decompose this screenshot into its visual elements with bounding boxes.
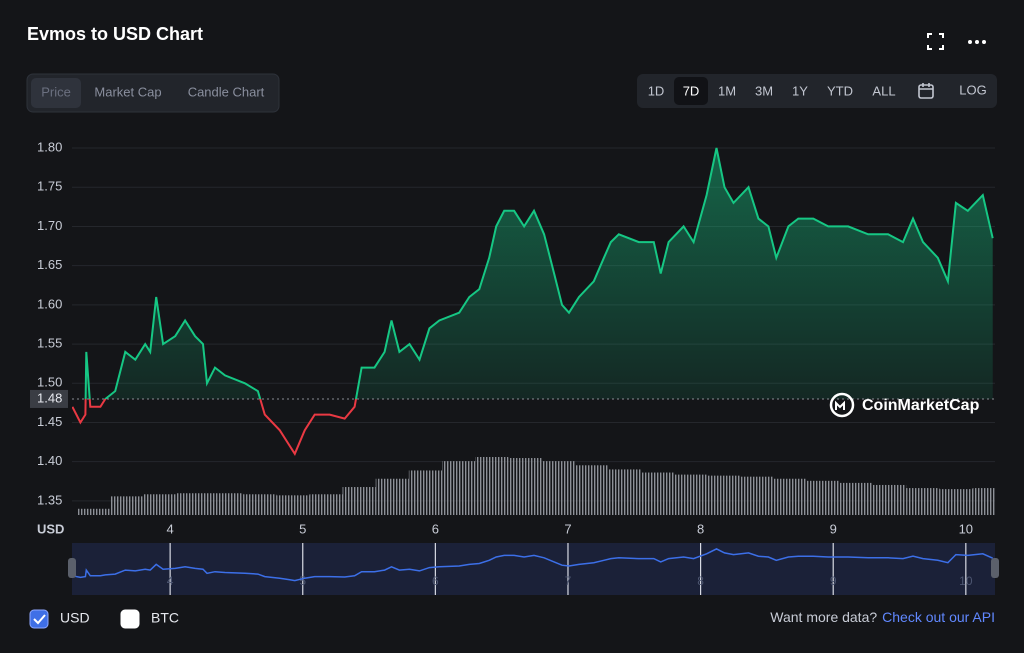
range-button[interactable]: YTD	[827, 83, 853, 98]
volume-bar	[773, 478, 807, 515]
volume-bar	[276, 495, 310, 515]
volume-bar	[77, 508, 111, 515]
x-tick-label: 9	[830, 521, 837, 536]
calendar-icon[interactable]	[918, 83, 934, 99]
tab-group	[26, 73, 280, 113]
api-link[interactable]: Check out our API	[882, 609, 995, 625]
range-button[interactable]: 7D	[683, 83, 700, 98]
checkmark	[33, 614, 46, 625]
x-tick-label: 6	[432, 521, 439, 536]
volume-bar	[607, 469, 641, 515]
volume-bar	[972, 488, 995, 515]
calendar-body	[918, 84, 934, 99]
chart-title: Evmos to USD Chart	[27, 24, 203, 44]
x-tick-label: 7	[564, 521, 571, 536]
baseline-label: 1.48	[37, 390, 62, 405]
volume-bar	[872, 484, 907, 515]
volume-bar	[441, 461, 476, 515]
range-button[interactable]: ALL	[872, 83, 895, 98]
footer-prompt: Want more data?	[770, 609, 877, 625]
calendar-top	[919, 83, 933, 90]
price-area	[72, 148, 993, 399]
volume-bar	[939, 489, 973, 515]
footer-text: Want more data? Check out our API	[770, 609, 995, 625]
volume-bar	[839, 482, 873, 515]
volume-bar	[408, 470, 442, 515]
volume-bar	[375, 478, 409, 515]
volume-bar	[740, 476, 774, 515]
navigator-tick-label: 6	[432, 574, 439, 588]
baseline-label-bg	[30, 389, 68, 408]
tab-active-bg	[31, 78, 81, 108]
volume-bar	[707, 475, 741, 515]
volume-bar	[640, 472, 675, 515]
y-tick-label: 1.35	[37, 492, 62, 507]
toggle-label[interactable]: USD	[60, 610, 90, 626]
log-button[interactable]: LOG	[959, 82, 986, 97]
watermark: CoinMarketCap	[829, 392, 980, 418]
navigator-handle[interactable]	[68, 558, 76, 578]
tab[interactable]: Candle Chart	[188, 84, 265, 99]
checkbox[interactable]	[120, 609, 140, 629]
volume-bar	[243, 494, 277, 515]
range-button[interactable]: 3M	[755, 83, 773, 98]
navigator-handle[interactable]	[991, 558, 999, 578]
range-button[interactable]: 1D	[648, 83, 665, 98]
volume-bar	[309, 494, 343, 515]
navigator-tick-label: 8	[697, 574, 704, 588]
tab[interactable]: Market Cap	[94, 84, 161, 99]
y-tick-label: 1.80	[37, 139, 62, 154]
range-active-bg	[674, 77, 708, 105]
navigator-line	[72, 548, 994, 582]
navigator-tick-label: 4	[167, 574, 174, 588]
volume-bar	[176, 493, 210, 515]
x-tick-label: 10	[959, 521, 973, 536]
volume-bar	[574, 465, 608, 515]
tab[interactable]: Price	[41, 84, 71, 99]
checkbox[interactable]	[29, 609, 49, 629]
navigator-tick-label: 9	[830, 574, 837, 588]
navigator-tick-label: 10	[959, 574, 973, 588]
navigator-tick-label: 7	[565, 574, 572, 588]
x-tick-label: 4	[167, 521, 174, 536]
fullscreen-icon[interactable]	[927, 33, 944, 50]
y-tick-label: 1.65	[37, 257, 62, 272]
navigator-tick-label: 5	[299, 574, 306, 588]
volume-bar	[674, 474, 708, 515]
x-tick-label: 8	[697, 521, 704, 536]
volume-bar	[209, 493, 244, 515]
y-tick-label: 1.55	[37, 336, 62, 351]
volume-bar	[541, 461, 575, 515]
volume-bar	[110, 496, 144, 515]
y-tick-label: 1.75	[37, 179, 62, 194]
price-line	[84, 147, 994, 399]
volume-bar	[143, 494, 177, 515]
y-tick-label: 1.50	[37, 375, 62, 390]
y-tick-label: 1.60	[37, 296, 62, 311]
volume-bar	[475, 457, 509, 515]
range-button[interactable]: 1M	[718, 83, 736, 98]
more-icon[interactable]	[968, 40, 986, 44]
y-tick-label: 1.70	[37, 218, 62, 233]
range-button[interactable]: 1Y	[792, 83, 808, 98]
navigator-bg	[72, 543, 995, 595]
y-axis-label: USD	[37, 521, 64, 536]
y-tick-label: 1.45	[37, 414, 62, 429]
range-group	[637, 74, 997, 108]
y-tick-label: 1.40	[37, 453, 62, 468]
watermark-text: CoinMarketCap	[862, 397, 980, 414]
volume-bar	[342, 487, 376, 515]
volume-bar	[508, 458, 542, 515]
toggle-label[interactable]: BTC	[151, 610, 179, 626]
volume-bar	[806, 480, 840, 515]
x-tick-label: 5	[299, 521, 306, 536]
volume-bar	[906, 488, 940, 515]
plot-area: 1.80 1.75 1.70 1.65 1.60 1.55 1.50 1.45 1.40 1.35…	[30, 139, 999, 595]
